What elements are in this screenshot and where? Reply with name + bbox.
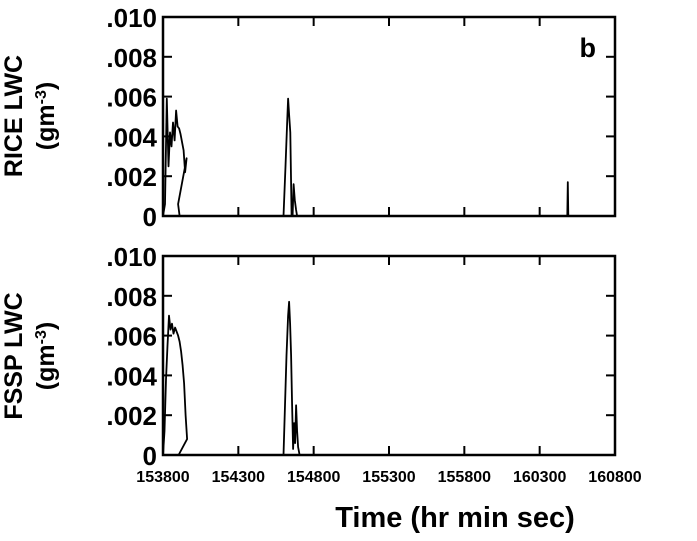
rice-lwc-y-tick-label: .002 xyxy=(106,162,157,192)
fssp-lwc-panel: FSSP LWC (gm-3) Time (hr min sec) 0 .002.… xyxy=(0,242,642,534)
fssp-lwc-y-tick-label: .010 xyxy=(106,242,157,272)
fssp-lwc-y-tick-label: 0 xyxy=(143,441,157,471)
rice-lwc-series-line xyxy=(566,181,570,217)
fssp-lwc-plot-frame xyxy=(161,254,617,457)
fssp-lwc-y-axis-unit: (gm-3) xyxy=(32,322,60,390)
fssp-lwc-x-tick-label: 154300 xyxy=(212,469,265,486)
fssp-lwc-y-tick-label: .004 xyxy=(106,361,157,391)
rice-lwc-plot-frame xyxy=(161,15,617,218)
panel-letter: b xyxy=(580,33,597,63)
fssp-lwc-x-tick-label: 153800 xyxy=(136,469,189,486)
rice-lwc-y-tick-label: .006 xyxy=(106,83,157,113)
rice-lwc-series-line xyxy=(162,97,188,217)
fssp-lwc-y-tick-label: .002 xyxy=(106,401,157,431)
rice-lwc-y-tick-label: 0 xyxy=(143,202,157,232)
fssp-lwc-series-line xyxy=(162,314,189,456)
fssp-lwc-y-tick-label: .006 xyxy=(106,322,157,352)
rice-lwc-y-tick-label: .004 xyxy=(106,122,157,152)
rice-lwc-series-line xyxy=(282,97,298,217)
x-axis-title: Time (hr min sec) xyxy=(335,502,575,534)
fssp-lwc-x-tick-label: 155800 xyxy=(438,469,491,486)
fssp-lwc-x-tick-label: 154800 xyxy=(287,469,340,486)
fssp-lwc-series-line xyxy=(282,300,301,456)
rice-lwc-y-tick-label: .010 xyxy=(106,3,157,33)
fssp-lwc-y-axis-label: FSSP LWC xyxy=(0,292,28,419)
fssp-lwc-y-tick-label: .008 xyxy=(106,282,157,312)
rice-lwc-y-axis-unit: (gm-3) xyxy=(32,82,60,150)
rice-lwc-y-tick-label: .008 xyxy=(106,43,157,73)
fssp-lwc-x-tick-label: 160300 xyxy=(513,469,566,486)
fssp-lwc-x-tick-label: 160800 xyxy=(588,469,641,486)
rice-lwc-y-axis-label: RICE LWC xyxy=(0,55,28,177)
fssp-lwc-x-tick-label: 155300 xyxy=(362,469,415,486)
rice-lwc-panel: b RICE LWC (gm-3) 0 .002 .004 .006 .008 .010 xyxy=(0,3,617,232)
